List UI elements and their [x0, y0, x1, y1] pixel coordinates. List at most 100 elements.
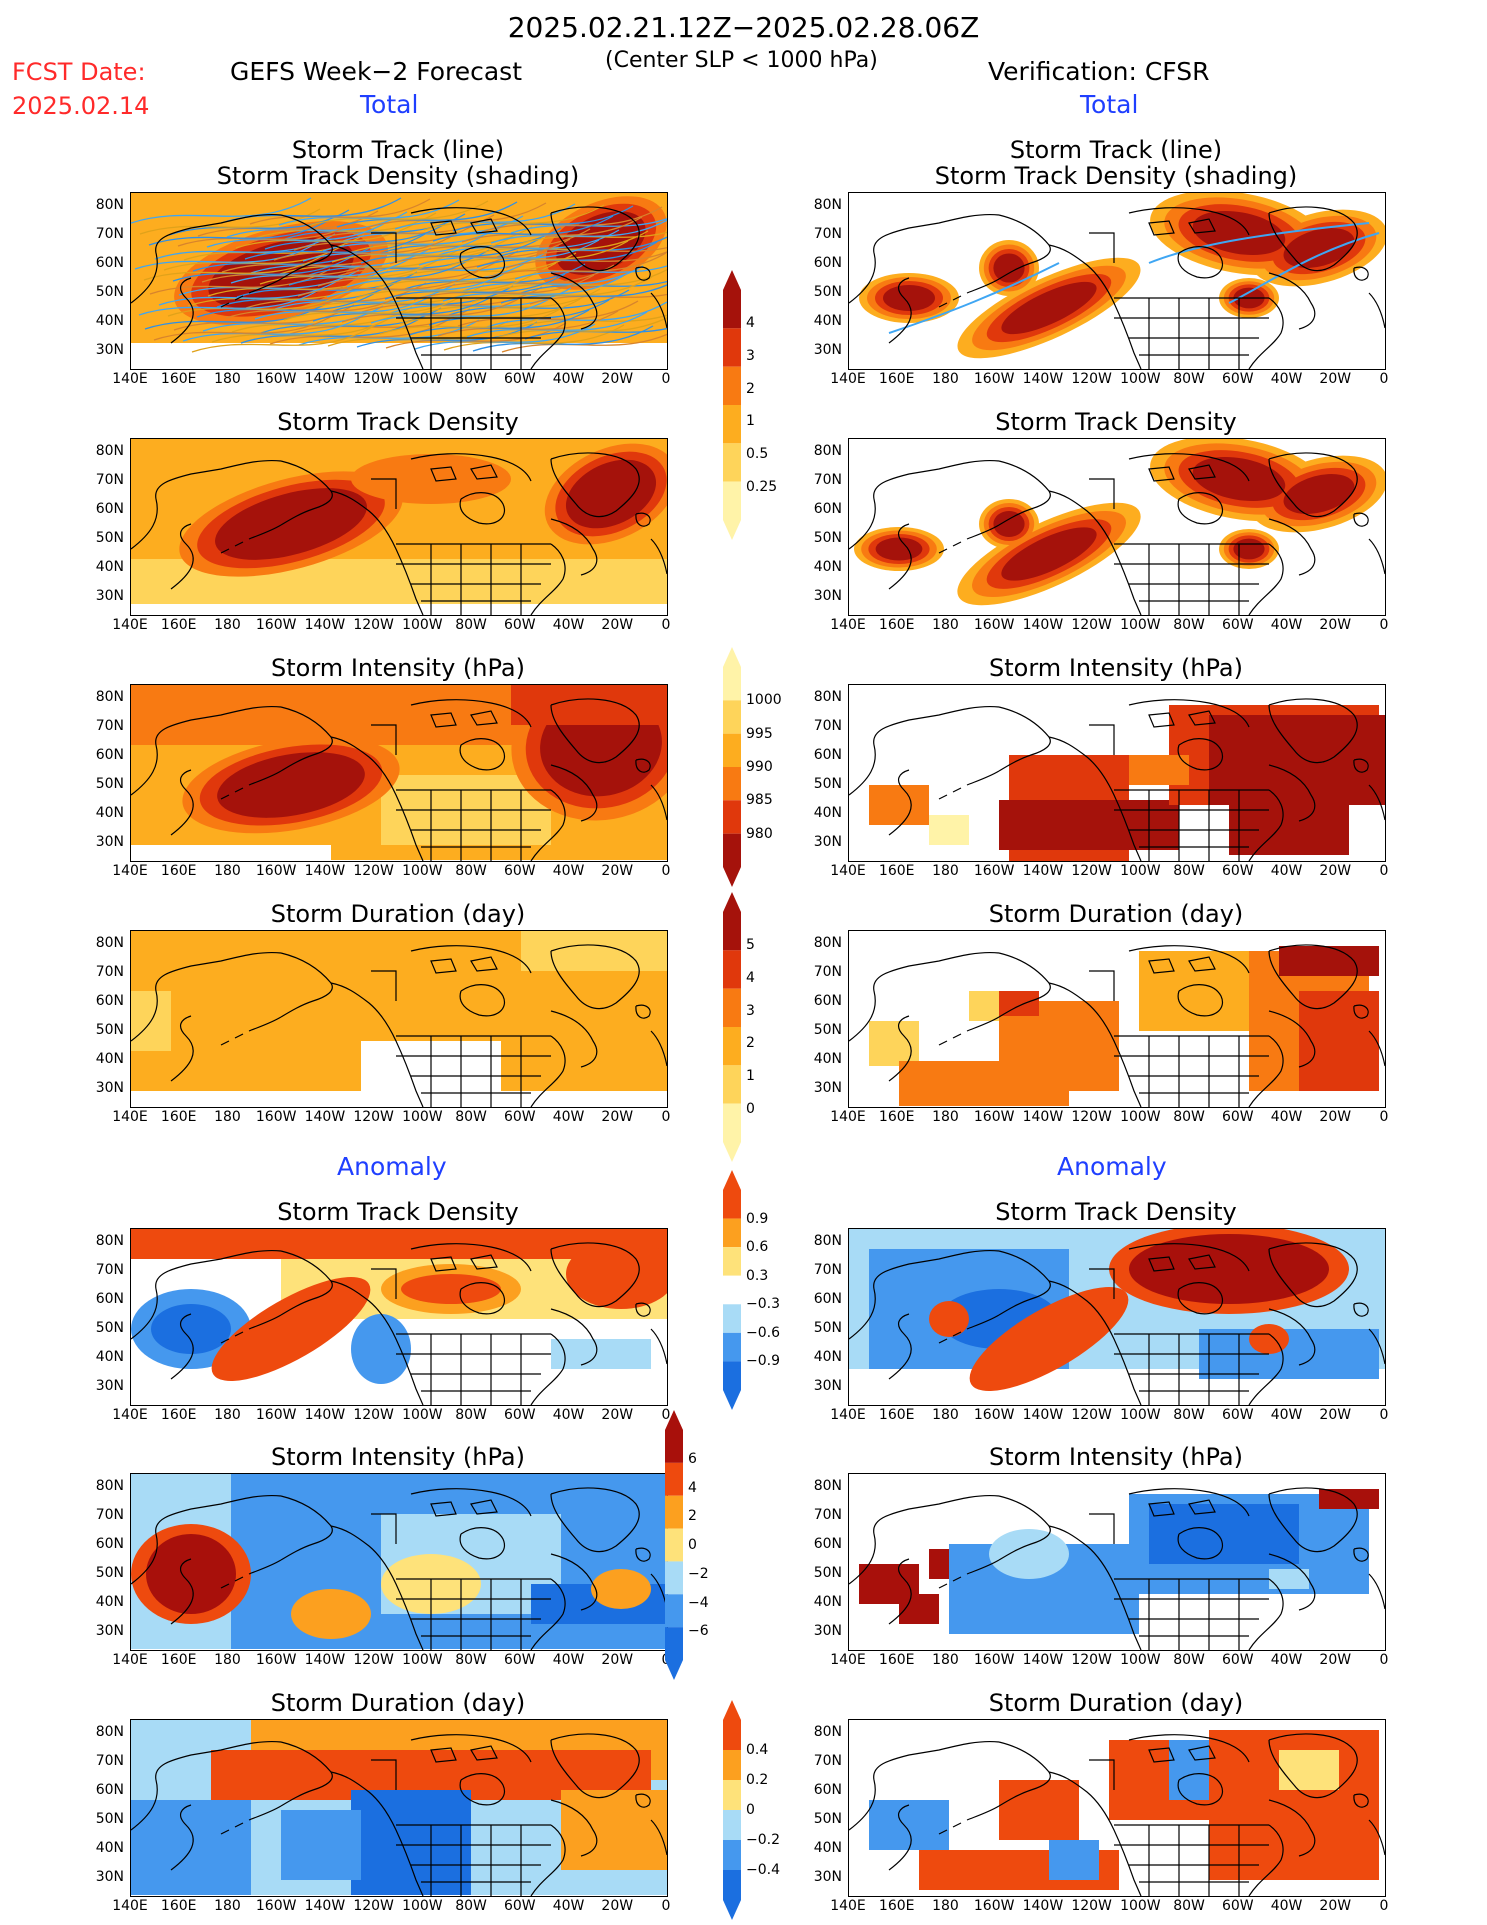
cfsr-duration-anomaly-title: Storm Duration (day)	[988, 1689, 1244, 1717]
lat-tick-label: 70N	[95, 1753, 124, 1769]
lat-tick-label: 40N	[95, 313, 124, 329]
gefs-duration-title: Storm Duration (day)	[270, 900, 526, 928]
lon-tick-label: 140W	[1022, 371, 1064, 387]
lon-tick-label: 80W	[455, 1898, 487, 1914]
lon-tick-label: 20W	[601, 617, 634, 633]
lat-tick-label: 50N	[95, 1811, 124, 1827]
lat-tick-label: 80N	[95, 1478, 124, 1494]
lon-tick-label: 60W	[503, 1407, 536, 1423]
cfsr-intensity-anomaly-map	[848, 1473, 1386, 1651]
lon-tick-label: 20W	[601, 371, 634, 387]
right-total-label: Total	[1080, 90, 1139, 119]
lat-tick-label: 40N	[813, 1840, 842, 1856]
lon-tick-label: 120W	[1071, 1407, 1112, 1423]
lon-tick-label: 120W	[353, 863, 394, 879]
intensity-colorbar-tick-label: 980	[746, 825, 773, 842]
lat-tick-label: 50N	[813, 776, 842, 792]
intensity-anomaly-colorbar-tick-label: 0	[688, 1537, 697, 1553]
lon-tick-label: 160W	[255, 1898, 297, 1914]
lon-tick-label: 140W	[1022, 863, 1064, 879]
lat-tick-label: 60N	[813, 747, 842, 763]
lat-tick-label: 30N	[95, 1623, 124, 1639]
lat-tick-label: 50N	[813, 284, 842, 300]
lat-tick-label: 80N	[95, 1724, 124, 1740]
lon-tick-label: 140W	[1022, 1407, 1064, 1423]
lon-tick-label: 40W	[1270, 371, 1303, 387]
lon-tick-label: 0	[1379, 1407, 1389, 1423]
lon-tick-label: 140W	[304, 1652, 346, 1668]
lon-tick-label: 60W	[503, 371, 536, 387]
lon-tick-label: 100W	[402, 1898, 443, 1914]
lon-tick-label: 60W	[1221, 1652, 1254, 1668]
gefs-track-density-title: Storm Track Density	[277, 408, 519, 436]
density-colorbar-tick-label: 0.5	[746, 446, 769, 463]
lat-tick-label: 50N	[95, 1565, 124, 1581]
lon-tick-label: 140E	[112, 371, 148, 387]
lon-tick-label: 140W	[1022, 617, 1064, 633]
lat-tick-label: 60N	[95, 501, 124, 517]
lon-tick-label: 180	[932, 371, 959, 387]
lon-tick-label: 60W	[1221, 863, 1254, 879]
lat-tick-label: 50N	[95, 530, 124, 546]
lon-tick-label: 40W	[1270, 1109, 1303, 1125]
intensity-anomaly-colorbar	[665, 1410, 683, 1680]
lon-tick-label: 40W	[1270, 617, 1303, 633]
lon-tick-label: 120W	[1071, 1109, 1112, 1125]
lat-tick-label: 70N	[813, 1262, 842, 1278]
intensity-anomaly-colorbar-tick-label: 6	[688, 1450, 697, 1467]
lon-tick-label: 120W	[1071, 863, 1112, 879]
lon-tick-label: 140E	[112, 1109, 148, 1125]
lat-tick-label: 60N	[813, 1536, 842, 1552]
lat-tick-label: 70N	[813, 1507, 842, 1523]
lat-tick-label: 80N	[813, 1478, 842, 1494]
lon-tick-label: 140E	[112, 863, 148, 879]
lon-tick-label: 80W	[1173, 617, 1205, 633]
lon-tick-label: 40W	[552, 371, 585, 387]
lon-tick-label: 0	[661, 617, 671, 633]
lat-tick-label: 70N	[813, 226, 842, 242]
gefs-track-line-title-2: Storm Track Density (shading)	[216, 162, 580, 190]
lon-tick-label: 80W	[1173, 1898, 1205, 1914]
cfsr-track-density-map	[848, 438, 1386, 616]
lon-tick-label: 160E	[878, 1109, 915, 1125]
lon-tick-label: 0	[1379, 1109, 1389, 1125]
duration-colorbar	[723, 892, 741, 1162]
lon-tick-label: 80W	[455, 1407, 487, 1423]
lon-tick-label: 120W	[353, 1652, 394, 1668]
lat-tick-label: 40N	[95, 1349, 124, 1365]
lon-tick-label: 20W	[1319, 863, 1352, 879]
lon-tick-label: 180	[932, 1898, 959, 1914]
right-column-title: Verification: CFSR	[988, 57, 1210, 86]
intensity-anomaly-colorbar-tick-label: −2	[688, 1565, 709, 1582]
gefs-duration-anomaly-title: Storm Duration (day)	[270, 1689, 526, 1717]
lon-tick-label: 0	[1379, 617, 1389, 633]
lat-tick-label: 70N	[95, 964, 124, 980]
intensity-anomaly-colorbar-tick-label: −6	[688, 1623, 709, 1640]
lon-tick-label: 0	[661, 863, 671, 879]
lon-tick-label: 160E	[878, 617, 915, 633]
density-anomaly-colorbar-tick-label: 0.9	[746, 1210, 769, 1227]
lon-tick-label: 160W	[255, 863, 297, 879]
lon-tick-label: 180	[214, 1407, 241, 1423]
lat-tick-label: 70N	[95, 718, 124, 734]
lat-tick-label: 60N	[95, 1291, 124, 1307]
gefs-track-line-map	[130, 192, 668, 370]
left-column-title: GEFS Week−2 Forecast	[230, 57, 523, 86]
gefs-intensity-title: Storm Intensity (hPa)	[271, 654, 525, 682]
lat-tick-label: 60N	[95, 1536, 124, 1552]
cfsr-track-line-title-2: Storm Track Density (shading)	[934, 162, 1298, 190]
lon-tick-label: 180	[214, 617, 241, 633]
lon-tick-label: 140E	[112, 617, 148, 633]
lat-tick-label: 30N	[95, 1080, 124, 1096]
lon-tick-label: 160E	[878, 1898, 915, 1914]
fcst-date-value: 2025.02.14	[12, 92, 150, 120]
lat-tick-label: 80N	[813, 689, 842, 705]
lat-tick-label: 50N	[95, 284, 124, 300]
lon-tick-label: 80W	[1173, 371, 1205, 387]
lat-tick-label: 40N	[813, 1051, 842, 1067]
lon-tick-label: 180	[932, 863, 959, 879]
lon-tick-label: 140E	[830, 617, 866, 633]
gefs-intensity-anomaly-map	[130, 1473, 668, 1651]
lat-tick-label: 60N	[813, 1782, 842, 1798]
lon-tick-label: 100W	[1120, 1898, 1161, 1914]
